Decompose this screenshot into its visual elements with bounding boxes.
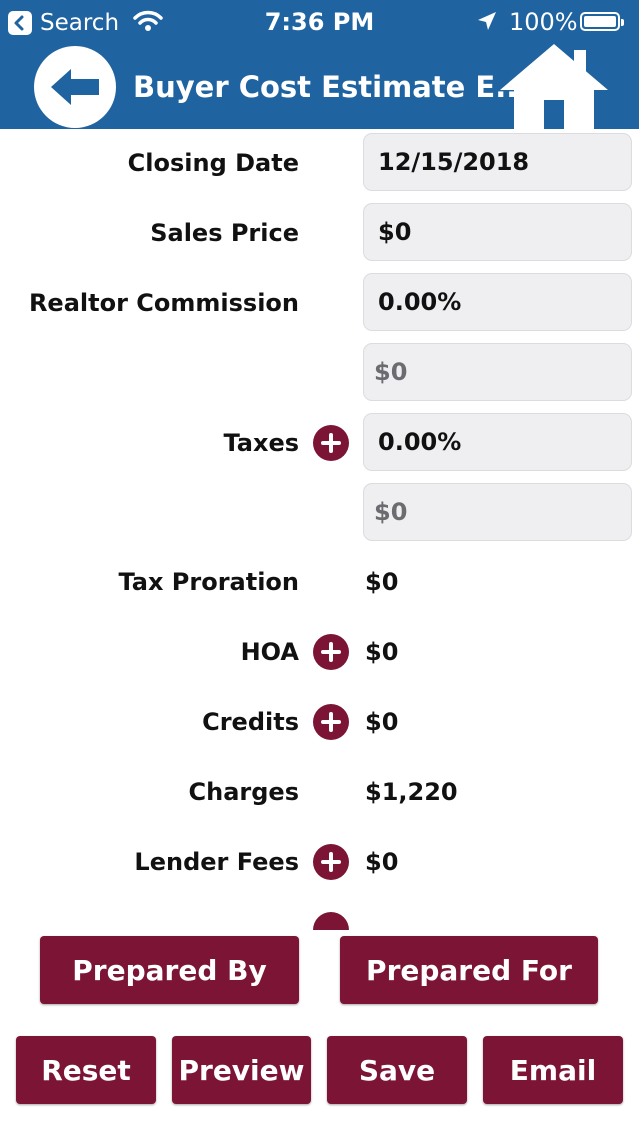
taxes-amount-field: $0 [363,483,632,541]
battery-percent: 100% [509,8,578,36]
status-time: 7:36 PM [264,8,375,36]
realtor-commission-label: Realtor Commission [28,289,299,317]
reset-button[interactable]: Reset [16,1036,156,1104]
page-title: Buyer Cost Estimate E... [133,70,529,104]
lender-fees-value: $0 [365,848,399,876]
credits-value: $0 [365,708,399,736]
closing-date-label: Closing Date [127,149,299,177]
wifi-icon [133,10,163,31]
credits-add-icon[interactable] [313,704,349,740]
tax-proration-label: Tax Proration [118,568,299,596]
back-app-label: Search [40,10,120,36]
status-bar: Search 7:36 PM 100% [0,0,639,44]
credits-label: Credits [202,708,299,736]
charges-value: $1,220 [365,778,458,806]
back-button[interactable] [34,46,116,128]
home-icon[interactable] [498,42,610,129]
lender-fees-label: Lender Fees [134,848,299,876]
app-header: Search 7:36 PM 100% Buyer Cost Estimate … [0,0,639,129]
prepared-for-button[interactable]: Prepared For [340,936,598,1004]
email-button[interactable]: Email [483,1036,623,1104]
hoa-label: HOA [240,638,299,666]
location-arrow-icon [478,12,496,30]
preview-button[interactable]: Preview [172,1036,311,1104]
realtor-commission-percent-field[interactable]: 0.00% [363,273,632,331]
back-to-app[interactable]: Search [8,10,119,36]
sales-price-label: Sales Price [150,219,299,247]
hoa-add-icon[interactable] [313,634,349,670]
prepared-by-button[interactable]: Prepared By [40,936,299,1004]
closing-date-field[interactable]: 12/15/2018 [363,133,632,191]
taxes-add-icon[interactable] [313,425,349,461]
sales-price-field[interactable]: $0 [363,203,632,261]
battery-icon [580,12,624,31]
hoa-value: $0 [365,638,399,666]
realtor-commission-amount-field: $0 [363,343,632,401]
taxes-label: Taxes [223,429,299,457]
arrow-left-icon [51,69,99,105]
partial-add-icon [313,912,349,930]
tax-proration-value: $0 [365,568,399,596]
chevron-left-icon [8,11,32,35]
save-button[interactable]: Save [327,1036,467,1104]
taxes-percent-field[interactable]: 0.00% [363,413,632,471]
charges-label: Charges [188,778,299,806]
lender-fees-add-icon[interactable] [313,844,349,880]
